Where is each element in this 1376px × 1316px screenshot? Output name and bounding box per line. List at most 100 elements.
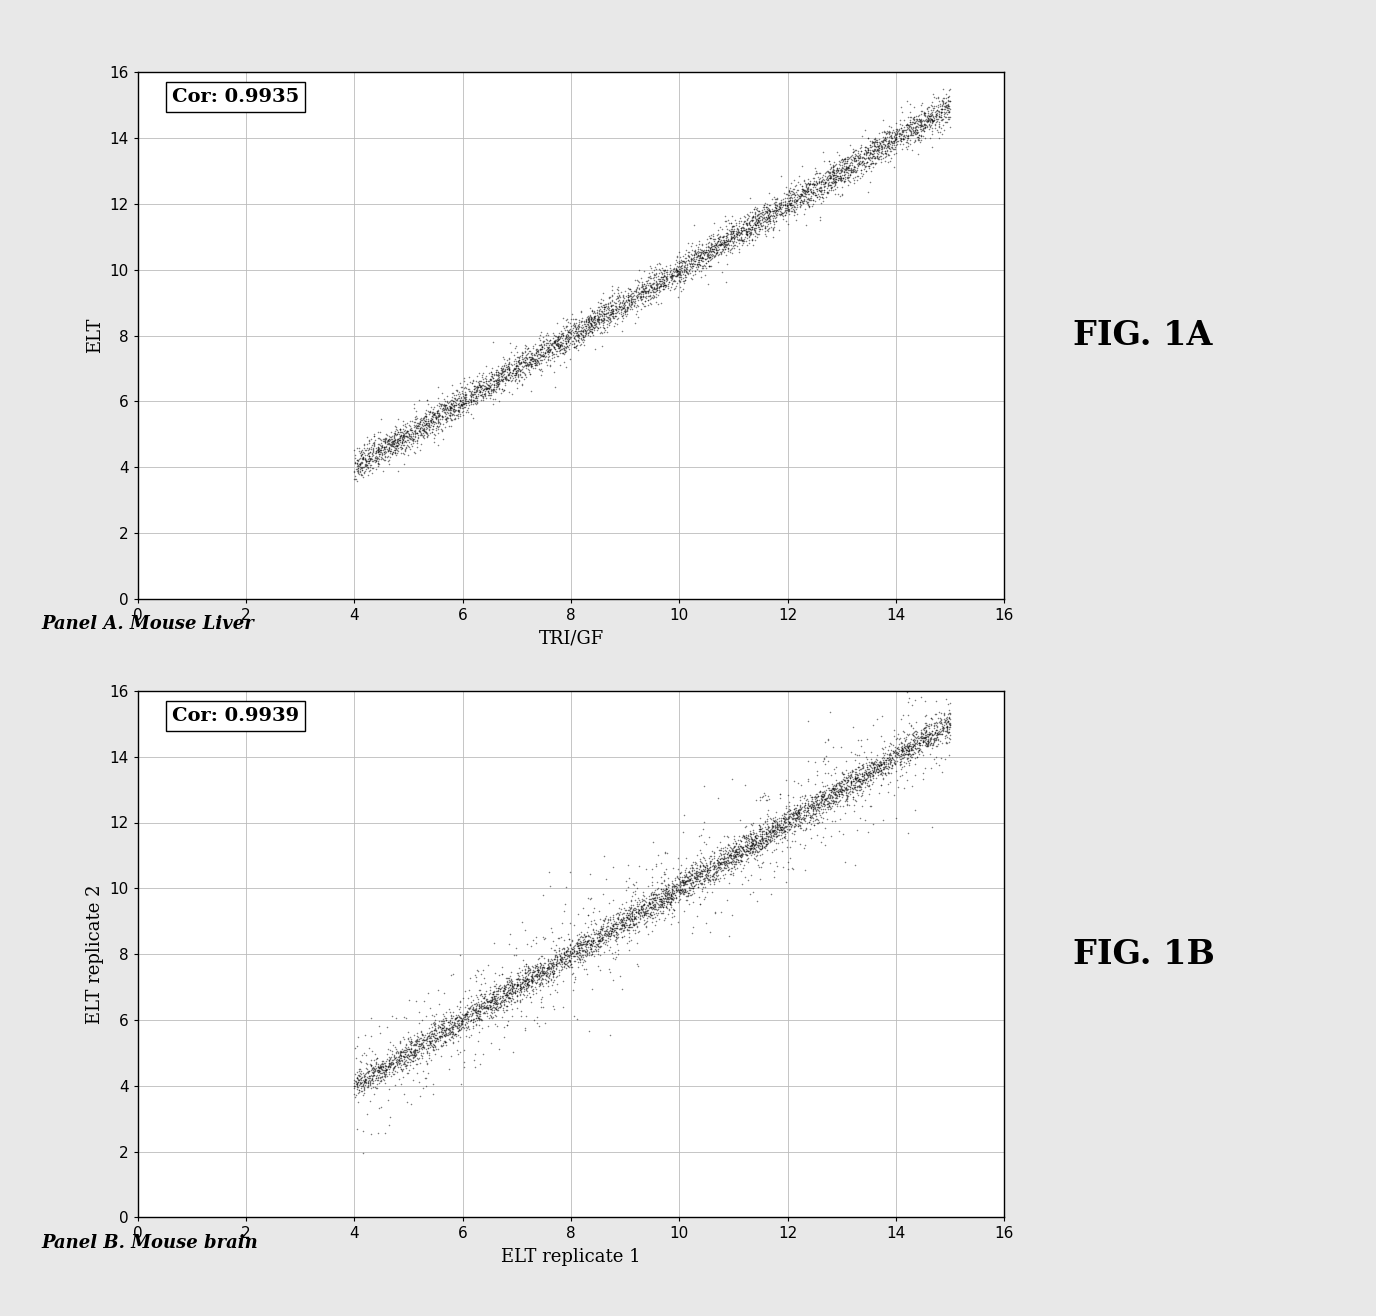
- Point: [348, 465, 370, 486]
- Point: [594, 305, 616, 326]
- Point: [716, 850, 738, 871]
- Point: [581, 945, 603, 966]
- Point: [455, 1016, 477, 1037]
- Point: [374, 449, 396, 470]
- Point: [654, 272, 676, 293]
- Point: [910, 114, 932, 136]
- Point: [640, 898, 662, 919]
- Point: [819, 166, 841, 187]
- Point: [905, 737, 927, 758]
- Point: [557, 951, 579, 973]
- Point: [542, 333, 564, 354]
- Point: [689, 245, 711, 266]
- Point: [427, 400, 449, 421]
- Point: [780, 813, 802, 834]
- Point: [874, 136, 896, 157]
- Point: [440, 1017, 462, 1038]
- Point: [541, 334, 563, 355]
- Point: [629, 901, 651, 923]
- Point: [517, 354, 539, 375]
- Point: [783, 795, 805, 816]
- Point: [765, 824, 787, 845]
- Point: [528, 325, 550, 346]
- Point: [433, 1021, 455, 1042]
- Point: [728, 825, 750, 846]
- Point: [468, 979, 490, 1000]
- Point: [757, 204, 779, 225]
- Point: [754, 224, 776, 245]
- Point: [355, 450, 377, 471]
- Point: [495, 980, 517, 1001]
- Point: [680, 253, 702, 274]
- Point: [744, 207, 766, 228]
- Point: [794, 799, 816, 820]
- Point: [373, 438, 395, 459]
- Point: [883, 754, 905, 775]
- Point: [354, 1042, 376, 1063]
- Point: [791, 180, 813, 201]
- Point: [440, 1046, 462, 1067]
- Point: [671, 870, 694, 891]
- Point: [589, 923, 611, 944]
- Point: [831, 779, 853, 800]
- Point: [535, 340, 557, 361]
- Point: [897, 750, 919, 771]
- Point: [462, 390, 484, 411]
- Point: [916, 111, 938, 132]
- Point: [509, 978, 531, 999]
- Point: [516, 976, 538, 998]
- Point: [575, 309, 597, 330]
- Point: [501, 975, 523, 996]
- Point: [912, 722, 934, 744]
- Point: [406, 413, 428, 434]
- Point: [700, 232, 722, 253]
- Point: [619, 297, 641, 318]
- Point: [863, 145, 885, 166]
- Point: [597, 301, 619, 322]
- Point: [512, 357, 534, 378]
- Point: [450, 1013, 472, 1034]
- Point: [549, 945, 571, 966]
- Point: [671, 873, 694, 894]
- Point: [903, 736, 925, 757]
- Point: [506, 372, 528, 393]
- Point: [721, 858, 743, 879]
- Point: [852, 771, 874, 792]
- Point: [870, 763, 892, 784]
- Point: [717, 218, 739, 240]
- Point: [727, 221, 749, 242]
- Point: [682, 241, 705, 262]
- Point: [406, 1040, 428, 1061]
- Point: [526, 1007, 548, 1028]
- Point: [900, 116, 922, 137]
- Point: [416, 413, 438, 434]
- Point: [505, 336, 527, 357]
- Point: [749, 221, 771, 242]
- Point: [830, 783, 852, 804]
- Point: [879, 116, 901, 137]
- Point: [479, 996, 501, 1017]
- Point: [422, 412, 444, 433]
- Point: [722, 845, 744, 866]
- Point: [483, 379, 505, 400]
- Point: [493, 1001, 515, 1023]
- Point: [377, 1061, 399, 1082]
- Point: [849, 146, 871, 167]
- Point: [424, 425, 446, 446]
- Point: [932, 124, 954, 145]
- Point: [616, 278, 638, 299]
- Point: [590, 929, 612, 950]
- Point: [585, 316, 607, 337]
- Point: [376, 1049, 398, 1070]
- Point: [534, 329, 556, 350]
- Point: [616, 287, 638, 308]
- Point: [795, 180, 817, 201]
- Point: [925, 715, 947, 736]
- Point: [919, 114, 941, 136]
- Point: [362, 445, 384, 466]
- Point: [571, 329, 593, 350]
- Point: [772, 205, 794, 226]
- Point: [440, 1017, 462, 1038]
- Point: [549, 334, 571, 355]
- Point: [499, 353, 522, 374]
